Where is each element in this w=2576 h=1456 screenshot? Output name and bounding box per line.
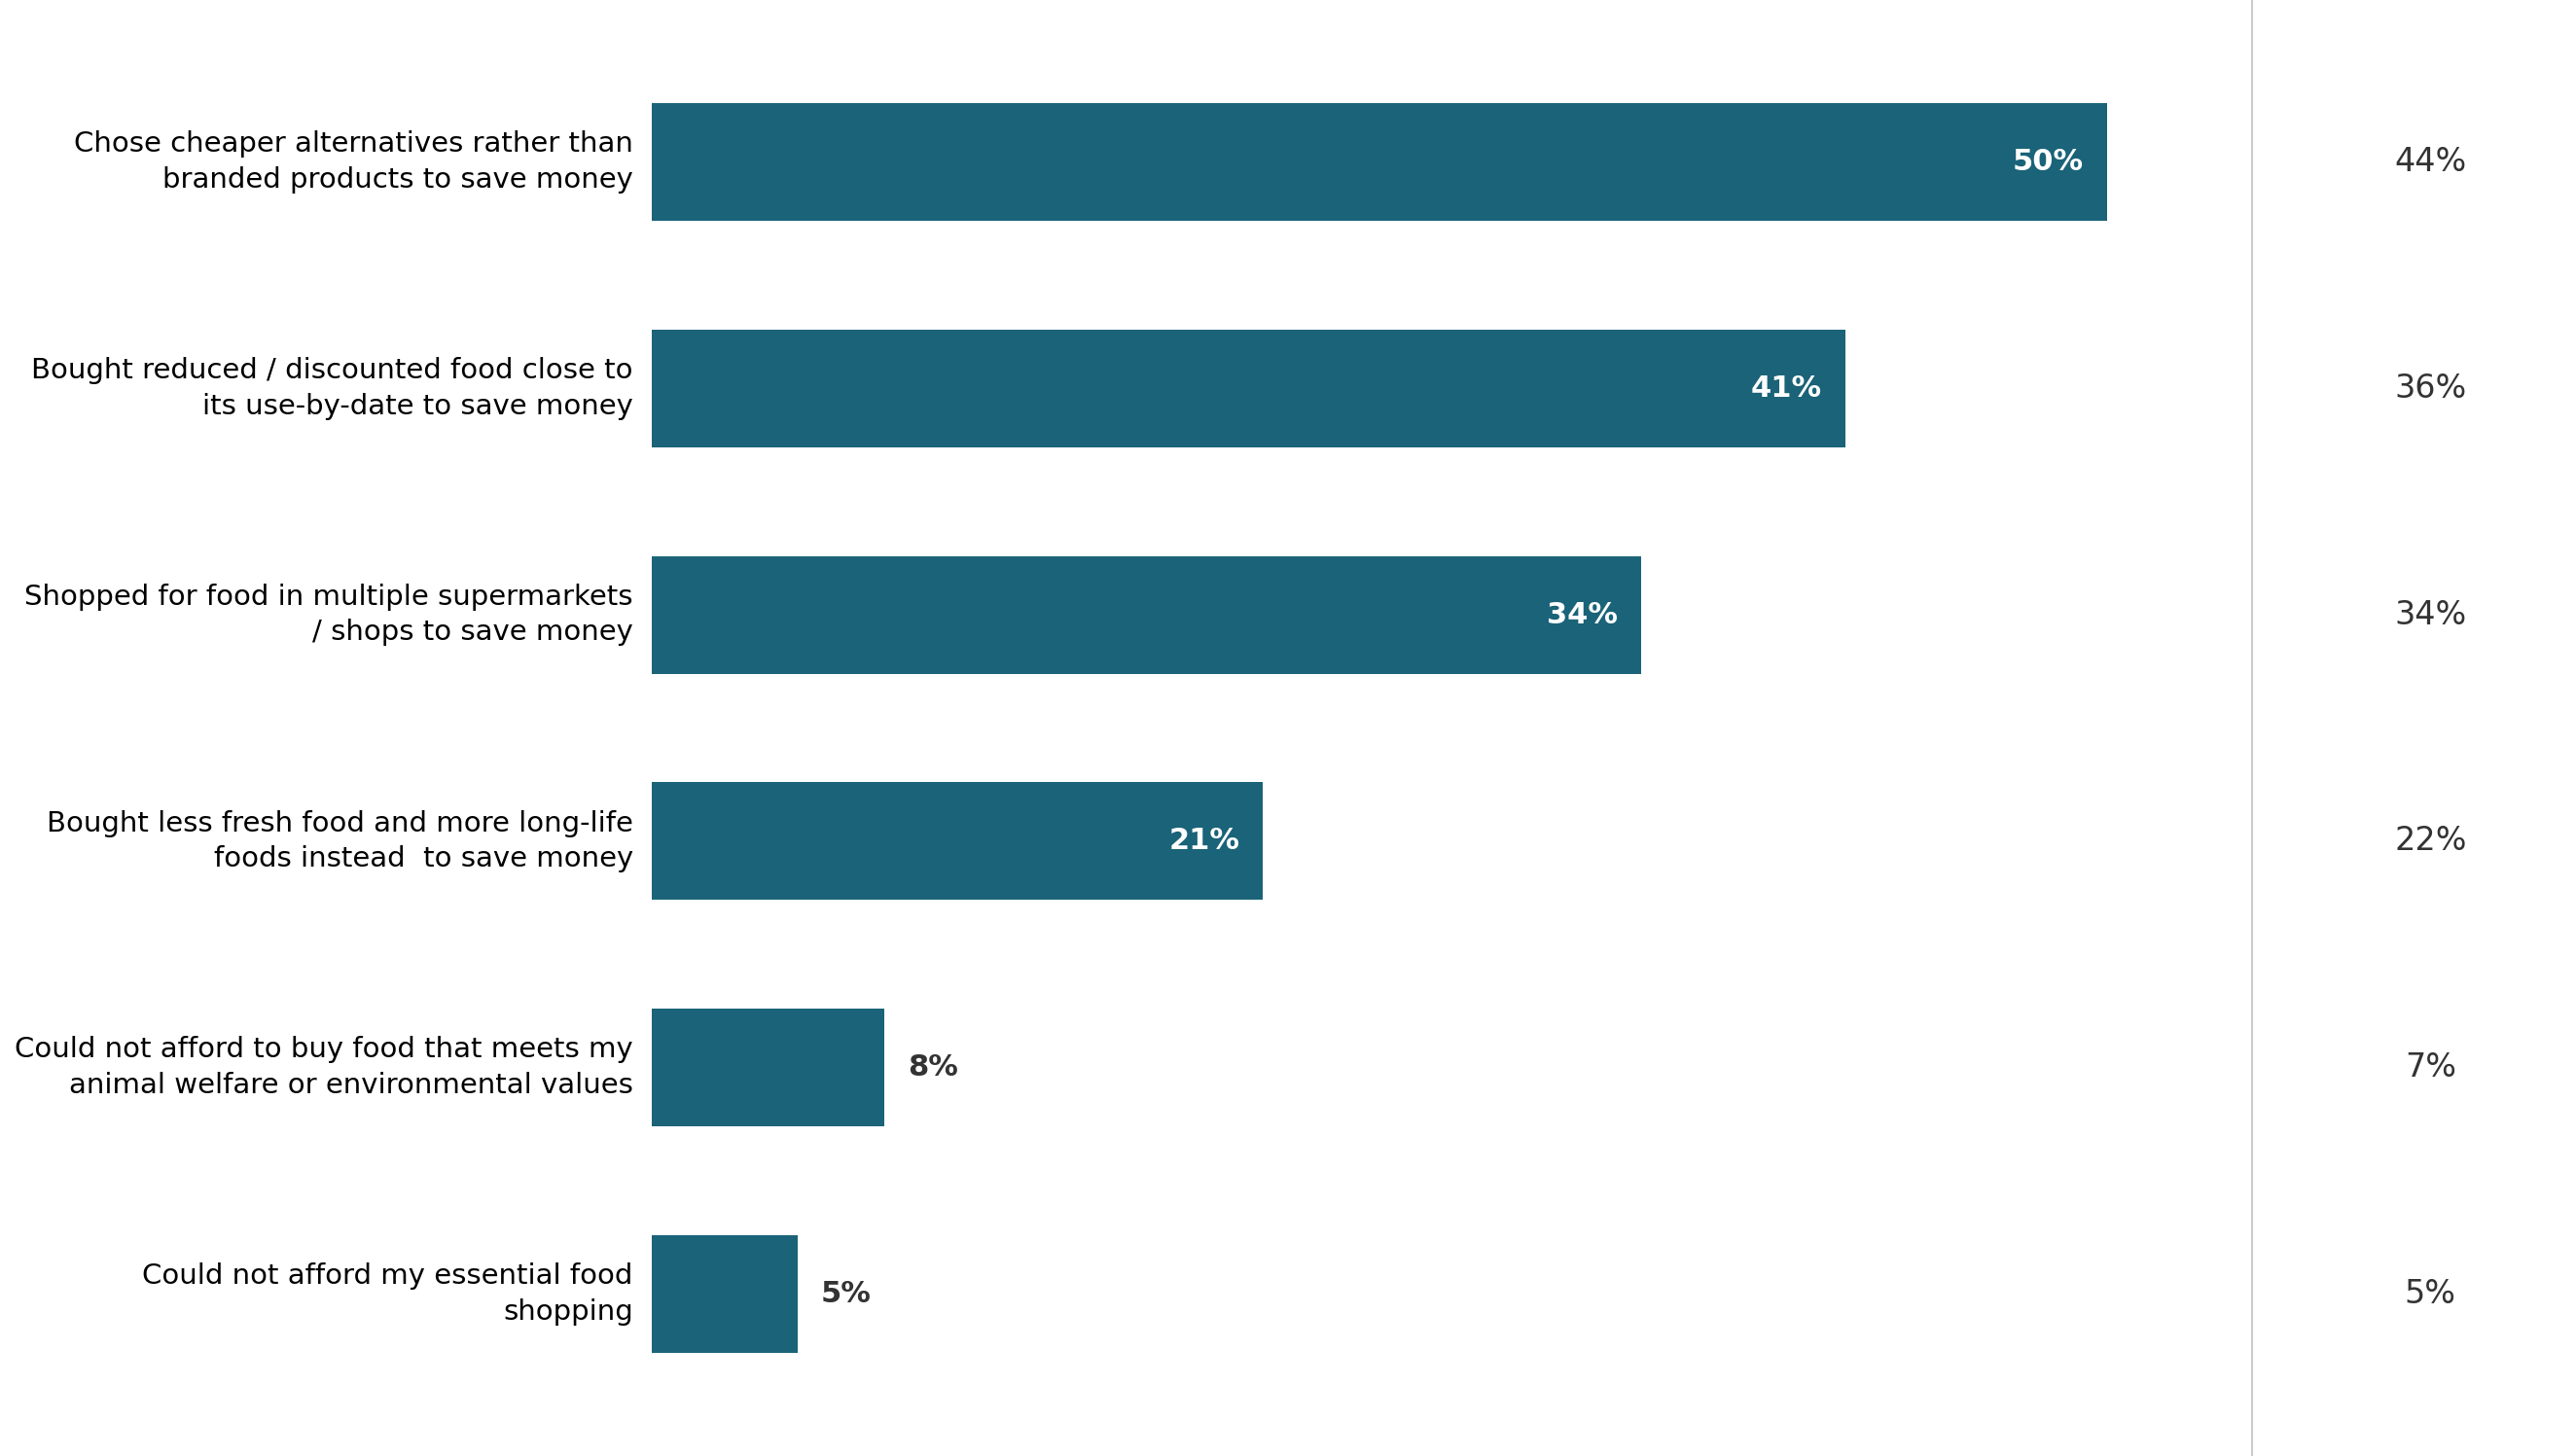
Text: 21%: 21%: [1170, 827, 1239, 855]
Text: 50%: 50%: [2012, 147, 2084, 176]
Text: 7%: 7%: [2403, 1051, 2455, 1083]
Text: 5%: 5%: [822, 1280, 871, 1309]
Bar: [652, 556, 1641, 674]
Bar: [652, 103, 2107, 221]
Bar: [652, 329, 1844, 447]
Bar: [652, 1235, 799, 1353]
Text: 36%: 36%: [2393, 373, 2465, 405]
Text: 41%: 41%: [1752, 374, 1821, 402]
Bar: [652, 1009, 884, 1127]
Text: 34%: 34%: [1548, 601, 1618, 629]
Text: 22%: 22%: [2393, 826, 2468, 858]
Bar: [652, 782, 1262, 900]
Text: 5%: 5%: [2403, 1278, 2455, 1310]
Text: 34%: 34%: [2393, 598, 2465, 630]
Text: 8%: 8%: [907, 1054, 958, 1082]
Text: 44%: 44%: [2393, 146, 2465, 178]
